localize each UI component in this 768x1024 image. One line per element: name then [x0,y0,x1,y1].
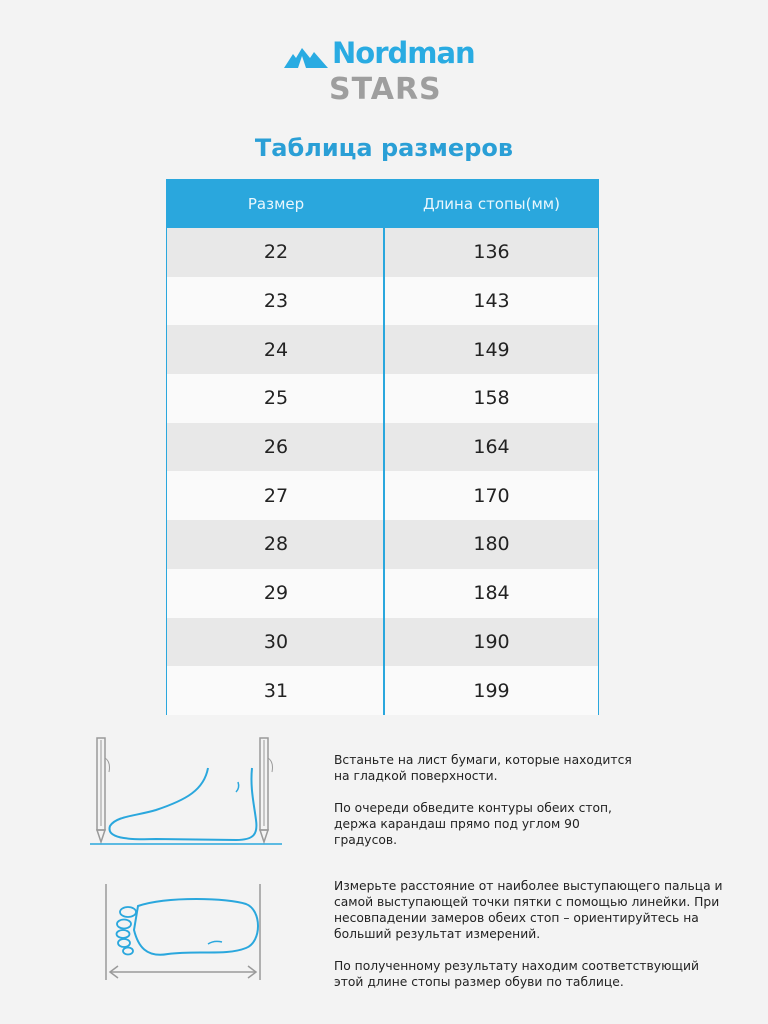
table-row: 22 136 [167,228,598,277]
cell-size: 27 [263,484,289,507]
cell-size: 30 [263,630,289,653]
table-header: Размер Длина стопы(мм) [167,180,598,228]
cell-size: 22 [263,241,289,264]
table-row: 31 199 [167,666,598,715]
instructions-block-1: Встаньте на лист бумаги, которые находит… [334,752,644,864]
foot-top-illustration [105,884,261,980]
cell-length: 190 [473,630,510,653]
pencil-icon [95,737,110,845]
brand-sub: STARS [329,72,442,107]
cell-size: 25 [263,387,289,410]
cell-size: 29 [263,582,289,605]
cell-size: 24 [263,338,289,361]
header-size: Размер [247,195,305,213]
cell-size: 23 [263,290,289,313]
brand-logo: Nordman STARS [284,36,494,110]
cell-length: 143 [473,290,510,313]
table-row: 27 170 [167,471,598,521]
table-row: 28 180 [167,520,598,569]
pencil-icon [258,737,273,845]
table-row: 23 143 [167,276,598,326]
instructions-block-2: Измерьте расстояние от наиболее выступаю… [334,878,732,1006]
cell-size: 31 [263,679,289,702]
table-row: 24 149 [167,325,598,375]
cell-length: 199 [473,679,510,702]
table-row: 25 158 [167,374,598,423]
instruction-step-3: Измерьте расстояние от наиболее выступаю… [334,879,723,941]
size-table: Размер Длина стопы(мм) 22 136 23 143 24 149… [166,179,599,715]
foot-outline [132,898,259,956]
brand-mountain-icon [284,48,328,68]
instruction-step-1: Встаньте на лист бумаги, которые находит… [334,753,632,783]
brand-name: Nordman [332,36,476,70]
page-title: Таблица размеров [254,134,514,162]
cell-length: 180 [473,533,510,556]
cell-size: 28 [263,533,289,556]
cell-length: 149 [473,338,510,361]
cell-length: 136 [473,241,510,264]
cell-length: 184 [473,582,510,605]
cell-length: 158 [473,387,510,410]
cell-length: 164 [473,436,510,459]
cell-size: 26 [263,436,289,459]
instruction-step-2: По очереди обведите контуры обеих стоп, … [334,801,612,847]
column-divider [383,228,385,715]
table-row: 26 164 [167,422,598,472]
foot-outline [108,767,258,842]
foot-side-illustration [90,737,282,845]
header-foot-length: Длина стопы(мм) [423,195,560,213]
table-body: 22 136 23 143 24 149 25 158 26 164 27 170 28 18… [167,228,598,715]
table-row: 30 190 [167,617,598,667]
cell-length: 170 [473,484,510,507]
table-row: 29 184 [167,568,598,618]
instruction-step-4: По полученному результату находим соотве… [334,959,699,989]
